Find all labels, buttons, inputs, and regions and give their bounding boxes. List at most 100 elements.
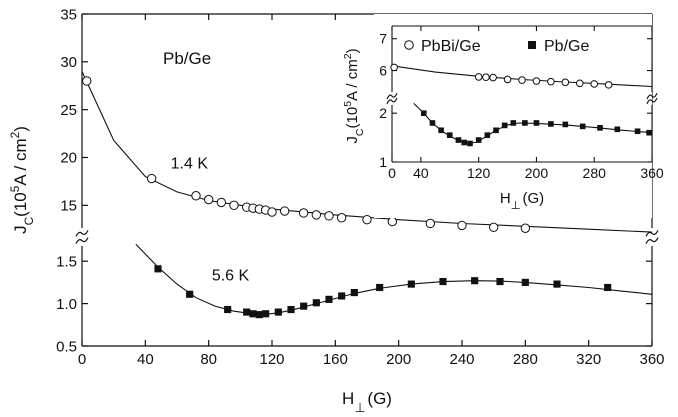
y-tick-label-lower: 2 [379,105,387,121]
y-tick-label-lower: 1.0 [56,296,77,313]
data-point-open-circle [82,76,92,86]
axis-break-mark-left-1 [386,97,398,105]
x-tick-label: 240 [449,351,474,368]
data-point-filled-square [614,126,621,133]
y-axis-label-part: 2 [8,131,22,138]
y-axis-label-part: (10 [11,192,30,217]
x-tick-label: 0 [388,165,396,181]
data-point-filled-square [420,110,427,117]
data-point-filled-square [255,311,263,319]
data-point-filled-square [243,308,251,316]
data-point-open-circle [191,191,201,201]
data-point-open-circle [387,216,398,227]
x-tick-label: 320 [576,351,601,368]
data-point-filled-square [461,139,468,146]
y-axis-label-part: 5 [342,101,354,107]
x-tick-label: 0 [78,351,86,368]
data-point-filled-square [604,283,612,292]
data-point-filled-square [325,295,333,303]
data-point-filled-square [522,120,528,126]
axis-break-mark-right-0 [646,92,658,100]
data-point-filled-square [154,265,162,273]
data-point-open-circle [575,79,584,88]
data-point-filled-square [597,125,603,131]
data-point-filled-square [493,127,499,134]
x-axis-label-part: H [342,389,354,408]
x-tick-label: 360 [639,351,664,368]
data-point-filled-square [471,277,479,285]
x-axis-label: H⊥ (G) [500,190,544,212]
x-tick-label: 200 [525,165,549,181]
data-point-open-circle [298,208,309,218]
data-point-filled-square [274,308,282,316]
x-tick-label: 120 [259,351,284,368]
data-point-filled-square [496,277,504,286]
y-tick-label-upper: 30 [60,54,77,71]
data-point-filled-square [429,120,436,126]
series-label-5-6k: 5.6 K [212,268,250,285]
data-point-filled-square [249,310,257,318]
data-point-open-circle [520,223,531,233]
data-point-open-circle [324,211,334,221]
x-axis-label-part: (G) [522,190,544,207]
data-point-open-circle [561,78,570,87]
data-point-open-circle [336,213,347,223]
data-point-open-circle [267,207,277,217]
y-tick-label-upper: 15 [60,198,77,215]
y-axis-label-part: ) [11,126,30,132]
x-tick-label: 280 [513,351,538,368]
legend-entry: PbBi/Ge [421,38,481,55]
data-point-filled-square [446,132,453,138]
y-axis-label-part: A / cm [11,138,30,185]
legend-marker-filled-square [528,41,536,49]
y-tick-label-upper: 20 [60,150,77,167]
data-point-filled-square [376,283,384,292]
y-tick-label-upper: 7 [379,31,387,47]
x-tick-label: 40 [137,351,154,368]
data-point-open-circle [390,63,398,72]
data-point-filled-square [300,302,308,310]
data-point-open-circle [457,220,467,231]
x-axis-label-part: ⊥ [354,400,365,415]
y-tick-label-lower: 1.5 [56,253,77,270]
fit-curve-lower [413,103,653,144]
y-axis-label-part: A / cm [344,59,361,101]
y-tick-label-upper: 35 [60,6,77,23]
axis-break-mark-right-1 [645,237,659,244]
data-point-open-circle [590,80,599,88]
fit-curve-lower [135,243,653,315]
y-axis-label-part: J [11,225,30,234]
y-tick-label-lower: 1 [379,154,387,170]
x-axis-label-part: (G) [367,389,392,408]
axis-break-mark-right-1 [646,97,658,105]
axis-break-mark-left-0 [386,92,398,100]
series-label-1-4k: 1.4 K [171,156,209,173]
data-point-filled-square [634,128,641,135]
data-point-open-circle [203,194,214,205]
y-axis-label: JC(105A / cm2) [342,48,366,143]
y-axis-label-part: C [22,216,36,225]
data-point-open-circle [362,214,372,225]
y-tick-label-upper: 6 [379,62,387,78]
data-point-filled-square [501,122,508,129]
data-point-open-circle [482,73,490,82]
main-plot: 0 40 80 120 160 200 240 280 320 36015202530350.51… [8,6,665,414]
data-point-filled-square [287,305,295,314]
data-point-open-circle [474,73,483,81]
y-tick-label-lower: 0.5 [56,338,77,355]
data-point-filled-square [312,299,320,307]
data-point-filled-square [407,280,415,288]
plot-annotation: Pb/Ge [163,49,211,68]
data-point-filled-square [262,310,270,318]
y-tick-label-upper: 25 [60,102,77,119]
data-point-filled-square [484,132,491,138]
data-point-filled-square [579,123,586,130]
data-point-filled-square [467,140,473,147]
data-point-filled-square [439,277,447,286]
data-point-open-circle [146,173,157,184]
y-axis-label: JC(105A / cm2) [8,126,36,234]
legend-entry: Pb/Ge [544,38,589,55]
data-point-open-circle [604,81,613,89]
data-point-filled-square [224,305,232,314]
